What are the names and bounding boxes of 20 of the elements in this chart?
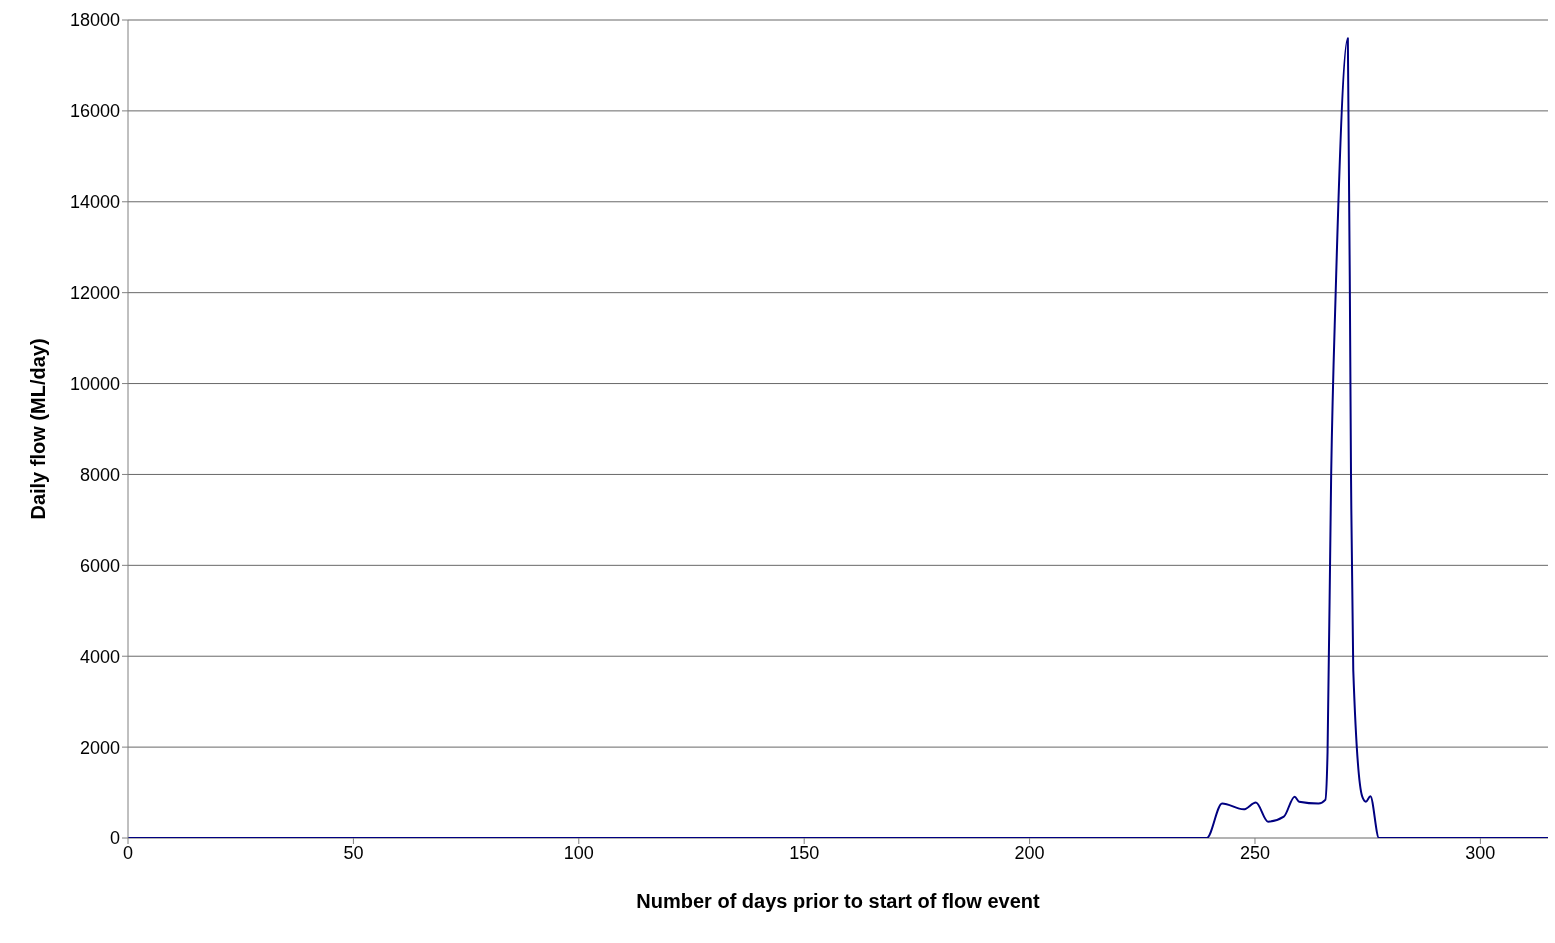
- x-tick-label: 50: [343, 842, 364, 863]
- y-tick-label: 18000: [69, 10, 120, 31]
- y-axis-title: Daily flow (ML/day): [27, 338, 50, 520]
- y-tick-label: 2000: [79, 737, 120, 758]
- y-tick-label: 10000: [69, 373, 120, 394]
- x-tick-label: 300: [1465, 842, 1496, 863]
- x-axis-title: Number of days prior to start of flow event: [636, 890, 1041, 912]
- y-tick-label: 6000: [79, 555, 120, 576]
- x-tick-label: 150: [789, 842, 820, 863]
- x-tick-label: 100: [563, 842, 594, 863]
- y-tick-label: 4000: [79, 646, 120, 667]
- y-tick-label: 0: [109, 828, 120, 849]
- line-series: [128, 37, 1548, 838]
- y-tick-label: 14000: [69, 192, 120, 213]
- y-tick-label: 12000: [69, 283, 120, 304]
- x-tick-label: 200: [1014, 842, 1045, 863]
- x-tick-label: 250: [1239, 842, 1271, 863]
- y-tick-label: 8000: [79, 464, 120, 485]
- x-tick-label: 0: [122, 842, 134, 863]
- y-tick-label: 16000: [69, 101, 120, 122]
